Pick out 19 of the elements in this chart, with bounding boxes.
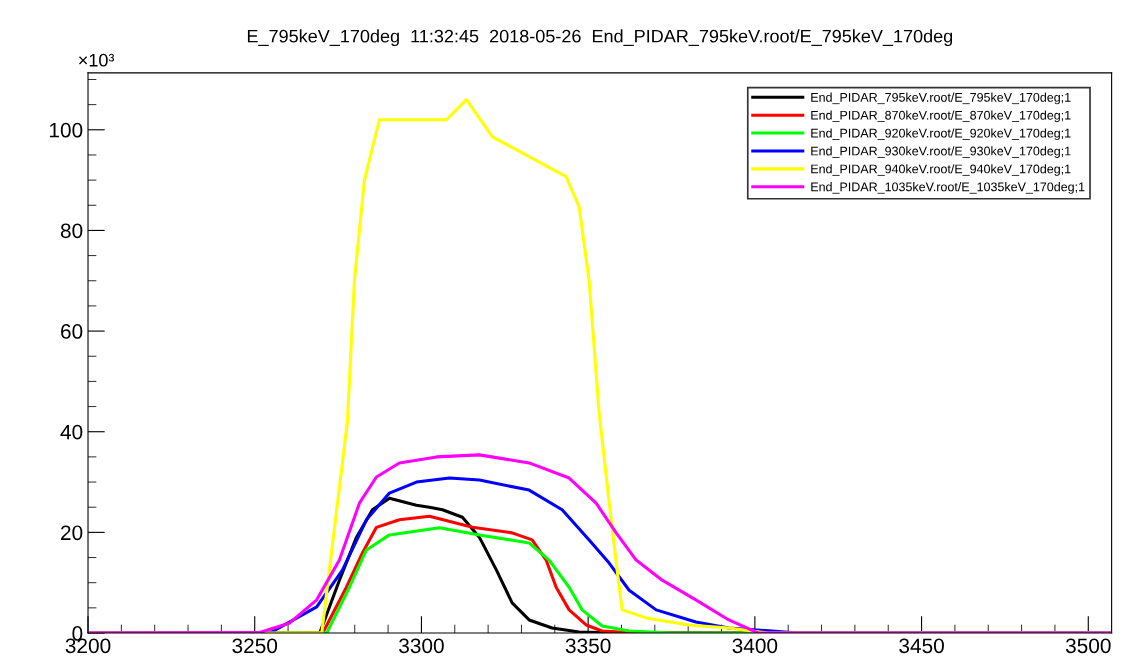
x-tick-label: 3250 [232,638,278,654]
legend-label: End_PIDAR_1035keV.root/E_1035keV_170deg;1 [811,182,1085,194]
y-tick-label: 20 [61,525,83,541]
x-tick-label: 3300 [399,638,444,654]
legend-label: End_PIDAR_920keV.root/E_920keV_170deg;1 [811,128,1071,141]
text: ×10³ [79,53,115,67]
x-tick-label: 3400 [732,638,778,654]
y-tick-label: 80 [60,223,83,239]
y-tick-label: 60 [61,324,83,339]
legend-label: End_PIDAR_940keV.root/E_940keV_170deg;1 [811,164,1071,176]
legend-label: End_PIDAR_795keV.root/E_795keV_170deg;1 [811,92,1071,105]
y-tick-label: 100 [49,122,83,138]
legend-label: End_PIDAR_930keV.root/E_930keV_170deg;1 [811,146,1071,158]
y-tick-label: 40 [60,424,83,440]
chart-title: E_795keV_170deg 11:32:45 2018-05-26 End_PIDAR_795keV.root/E_795keV_170deg [247,29,953,47]
x-tick-label: 3350 [565,638,611,654]
x-tick-label: 3450 [899,638,944,654]
legend-label: End_PIDAR_870keV.root/E_870keV_170deg;1 [811,110,1071,123]
x-tick-label: 3500 [1065,638,1111,654]
